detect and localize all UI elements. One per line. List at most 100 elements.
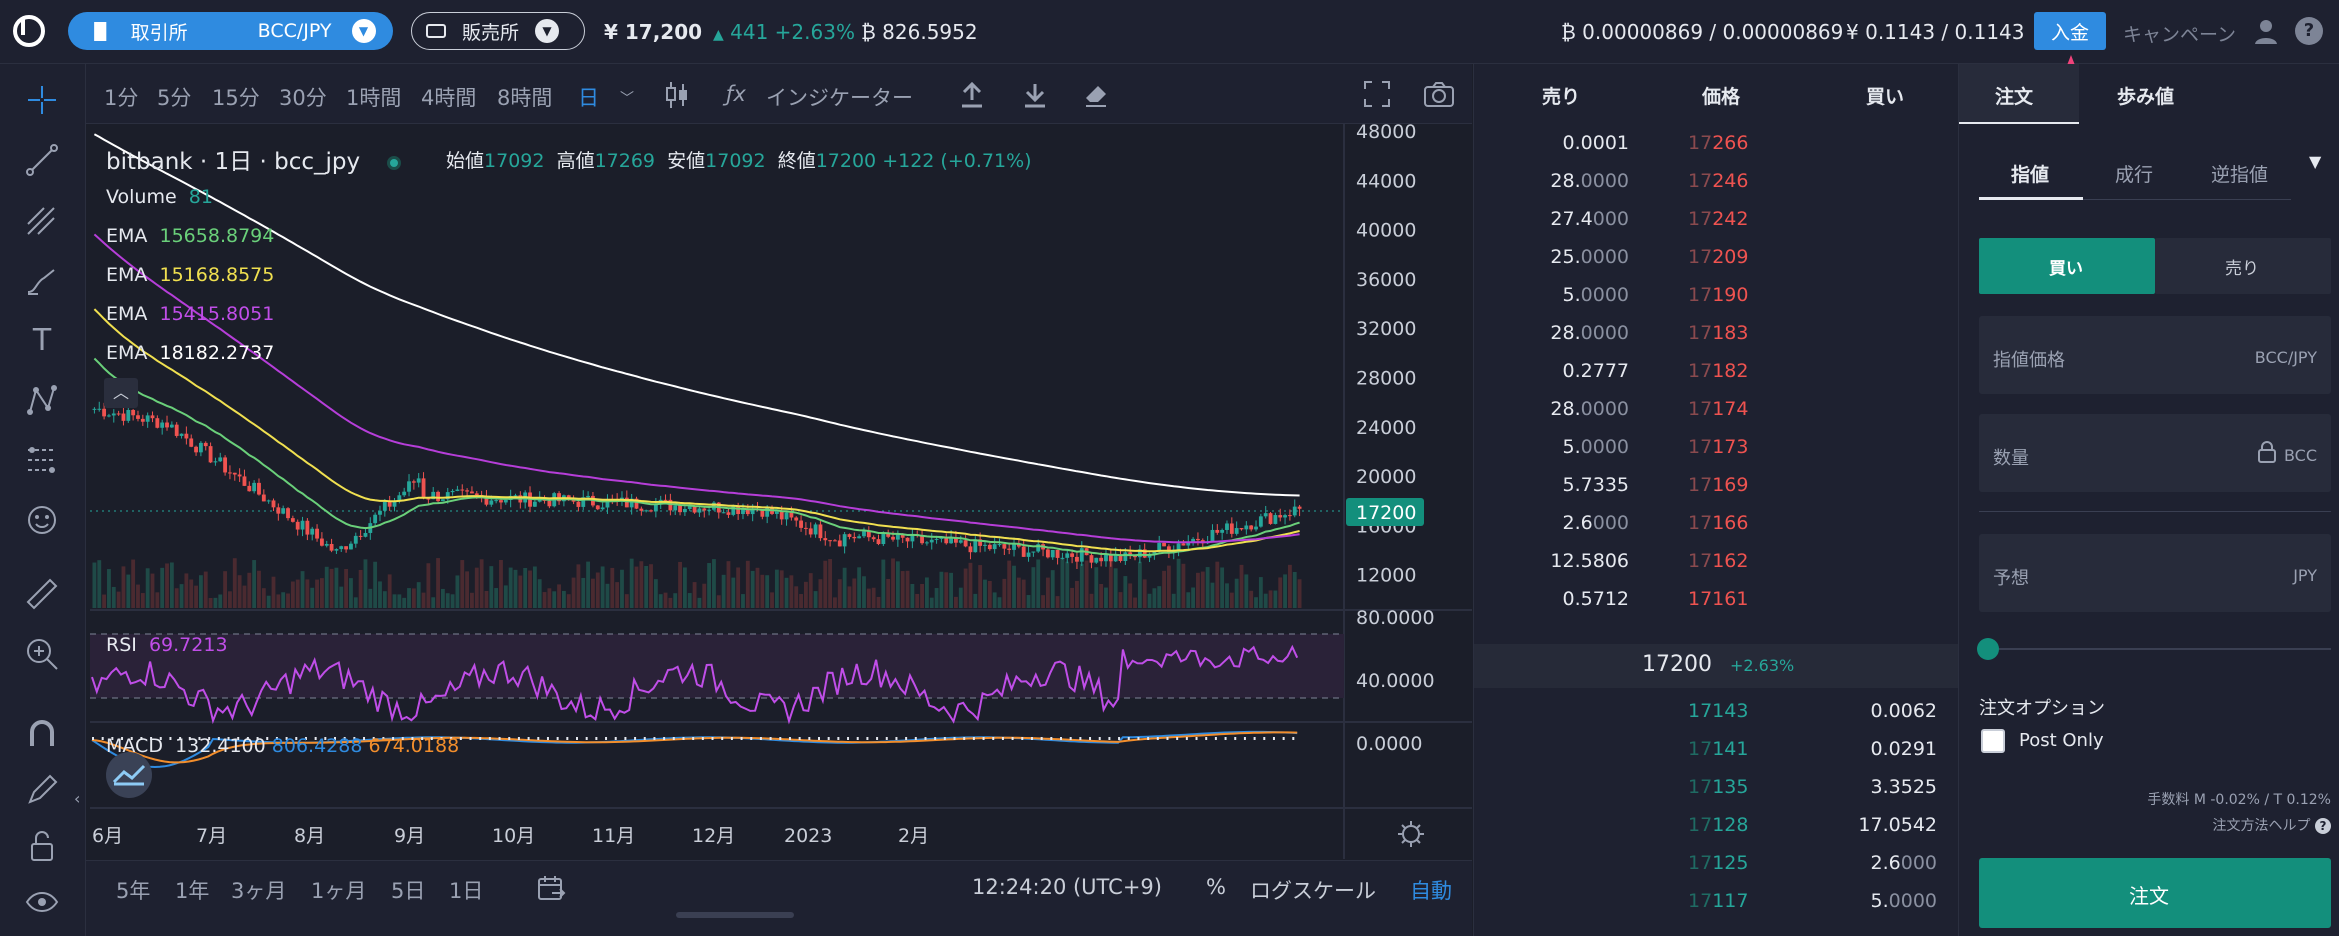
- collapse-legend-button[interactable]: ︿: [104, 378, 138, 408]
- draw-lock-icon[interactable]: [22, 770, 62, 810]
- magnet-icon[interactable]: [22, 714, 62, 754]
- ask-row[interactable]: 0.5712 17161: [1474, 580, 1959, 618]
- candle-type-icon[interactable]: [664, 80, 690, 114]
- tradingview-logo-icon[interactable]: [106, 752, 152, 798]
- timeframe-1d[interactable]: 日: [578, 86, 599, 110]
- range-3m[interactable]: 3ヶ月: [231, 879, 287, 903]
- unlock-icon[interactable]: [22, 826, 62, 866]
- sell-toggle[interactable]: 売り: [2155, 238, 2331, 294]
- indicators-button[interactable]: インジケーター: [766, 86, 913, 110]
- date-range-icon[interactable]: [536, 873, 566, 907]
- bid-row[interactable]: 17143 0.0062: [1474, 692, 1959, 730]
- range-5d[interactable]: 5日: [391, 879, 426, 903]
- candle-body: [97, 408, 102, 410]
- help-icon[interactable]: ?: [2295, 17, 2323, 45]
- eye-icon[interactable]: [22, 882, 62, 922]
- range-1m[interactable]: 1ヶ月: [311, 879, 367, 903]
- ask-row[interactable]: 5.0000 17173: [1474, 428, 1959, 466]
- horizontal-scrollbar[interactable]: [676, 912, 794, 918]
- ask-row[interactable]: 2.6000 17166: [1474, 504, 1959, 542]
- bid-row[interactable]: 17125 2.6000: [1474, 844, 1959, 882]
- ask-row[interactable]: 28.0000 17183: [1474, 314, 1959, 352]
- collapse-toolbar-icon[interactable]: ‹: [74, 789, 81, 808]
- pattern-icon[interactable]: [22, 380, 62, 420]
- deposit-button[interactable]: 入金: [2034, 12, 2106, 50]
- range-1d[interactable]: 1日: [449, 879, 484, 903]
- macd-hist-bar: [585, 737, 588, 740]
- timeframe-1m[interactable]: 1分: [104, 86, 139, 110]
- range-5y[interactable]: 5年: [116, 879, 151, 903]
- ask-row[interactable]: 28.0000 17174: [1474, 390, 1959, 428]
- ask-row[interactable]: 0.0001 17266: [1474, 124, 1959, 162]
- lock-icon[interactable]: [2257, 440, 2277, 468]
- volume-bar: [1026, 595, 1031, 608]
- post-only-label[interactable]: Post Only: [2019, 730, 2104, 751]
- log-scale-button[interactable]: ログスケール: [1250, 879, 1376, 903]
- type-limit[interactable]: 指値: [1979, 150, 2083, 200]
- prediction-icon[interactable]: [22, 440, 62, 480]
- order-help-link[interactable]: 注文方法ヘルプ ?: [2213, 815, 2331, 835]
- volume-bar: [1273, 590, 1278, 608]
- bitbank-logo-icon[interactable]: [12, 14, 46, 48]
- type-limit-label: 指値: [2011, 164, 2050, 186]
- brush-icon[interactable]: [22, 260, 62, 300]
- timeframe-15m[interactable]: 15分: [212, 86, 260, 110]
- candle-body: [494, 500, 499, 502]
- trend-line-icon[interactable]: [22, 140, 62, 180]
- store-selector[interactable]: 販売所 ▼: [411, 12, 585, 50]
- crosshair-icon[interactable]: [22, 80, 62, 120]
- bid-row[interactable]: 17135 3.3525: [1474, 768, 1959, 806]
- quantity-field[interactable]: 数量 BCC: [1979, 414, 2331, 492]
- more-types-icon[interactable]: ▼: [2309, 152, 2322, 171]
- exchange-pair-selector[interactable]: ▐▌ 取引所 BCC/JPY ▼: [68, 12, 393, 50]
- limit-price-field[interactable]: 指値価格 BCC/JPY: [1979, 316, 2331, 394]
- type-stop[interactable]: 逆指値: [2187, 150, 2291, 200]
- fullscreen-icon[interactable]: [1363, 80, 1391, 112]
- eraser-icon[interactable]: [1082, 80, 1110, 112]
- ask-row[interactable]: 28.0000 17246: [1474, 162, 1959, 200]
- timeframe-4h[interactable]: 4時間: [421, 86, 477, 110]
- ask-row[interactable]: 5.0000 17190: [1474, 276, 1959, 314]
- range-1y[interactable]: 1年: [175, 879, 210, 903]
- campaign-link[interactable]: キャンペーン: [2123, 24, 2237, 46]
- post-only-checkbox[interactable]: [1981, 729, 2005, 753]
- upload-icon[interactable]: [958, 80, 986, 112]
- volume-bar: [905, 570, 910, 608]
- tab-order[interactable]: 注文: [1959, 64, 2079, 124]
- price-chart[interactable]: 48000 44000 40000 36000 32000 28000 24000 20000…: [90, 124, 1472, 859]
- pitchfork-icon[interactable]: [22, 200, 62, 240]
- timeframe-8h[interactable]: 8時間: [497, 86, 553, 110]
- timeframe-30m[interactable]: 30分: [279, 86, 327, 110]
- type-market[interactable]: 成行: [2083, 150, 2187, 200]
- ask-row[interactable]: 5.7335 17169: [1474, 466, 1959, 504]
- user-icon[interactable]: [2252, 17, 2280, 45]
- download-icon[interactable]: [1021, 80, 1049, 112]
- bid-row[interactable]: 17117 5.0000: [1474, 882, 1959, 920]
- settings-gear-icon[interactable]: [1398, 821, 1424, 847]
- bid-row[interactable]: 17141 0.0291: [1474, 730, 1959, 768]
- emoji-icon[interactable]: [22, 500, 62, 540]
- function-icon[interactable]: ƒx: [726, 82, 746, 106]
- ruler-icon[interactable]: [22, 574, 62, 614]
- zoom-in-icon[interactable]: [22, 634, 62, 674]
- ask-row[interactable]: 0.2777 17182: [1474, 352, 1959, 390]
- ask-row[interactable]: 12.5806 17162: [1474, 542, 1959, 580]
- ask-row[interactable]: 27.4000 17242: [1474, 200, 1959, 238]
- tab-trade-history[interactable]: 歩み値: [2079, 64, 2219, 124]
- slider-handle[interactable]: [1977, 638, 1999, 660]
- clock[interactable]: 12:24:20 (UTC+9): [972, 875, 1162, 899]
- submit-order-button[interactable]: 注文: [1979, 858, 2331, 928]
- candle-body: [1186, 541, 1191, 546]
- camera-icon[interactable]: [1423, 80, 1455, 112]
- amount-slider[interactable]: [1979, 648, 2331, 650]
- bid-row[interactable]: 17128 17.0542: [1474, 806, 1959, 844]
- buy-toggle[interactable]: 買い: [1979, 238, 2155, 294]
- ask-row[interactable]: 25.0000 17209: [1474, 238, 1959, 276]
- text-tool-icon[interactable]: T: [32, 322, 52, 358]
- chart-canvas[interactable]: 48000 44000 40000 36000 32000 28000 24000 20000…: [90, 124, 1472, 859]
- timeframe-1h[interactable]: 1時間: [346, 86, 402, 110]
- chevron-down-icon[interactable]: ﹀: [620, 91, 634, 107]
- auto-scale-button[interactable]: 自動: [1410, 879, 1452, 903]
- timeframe-5m[interactable]: 5分: [157, 86, 192, 110]
- percent-scale-button[interactable]: %: [1206, 875, 1226, 899]
